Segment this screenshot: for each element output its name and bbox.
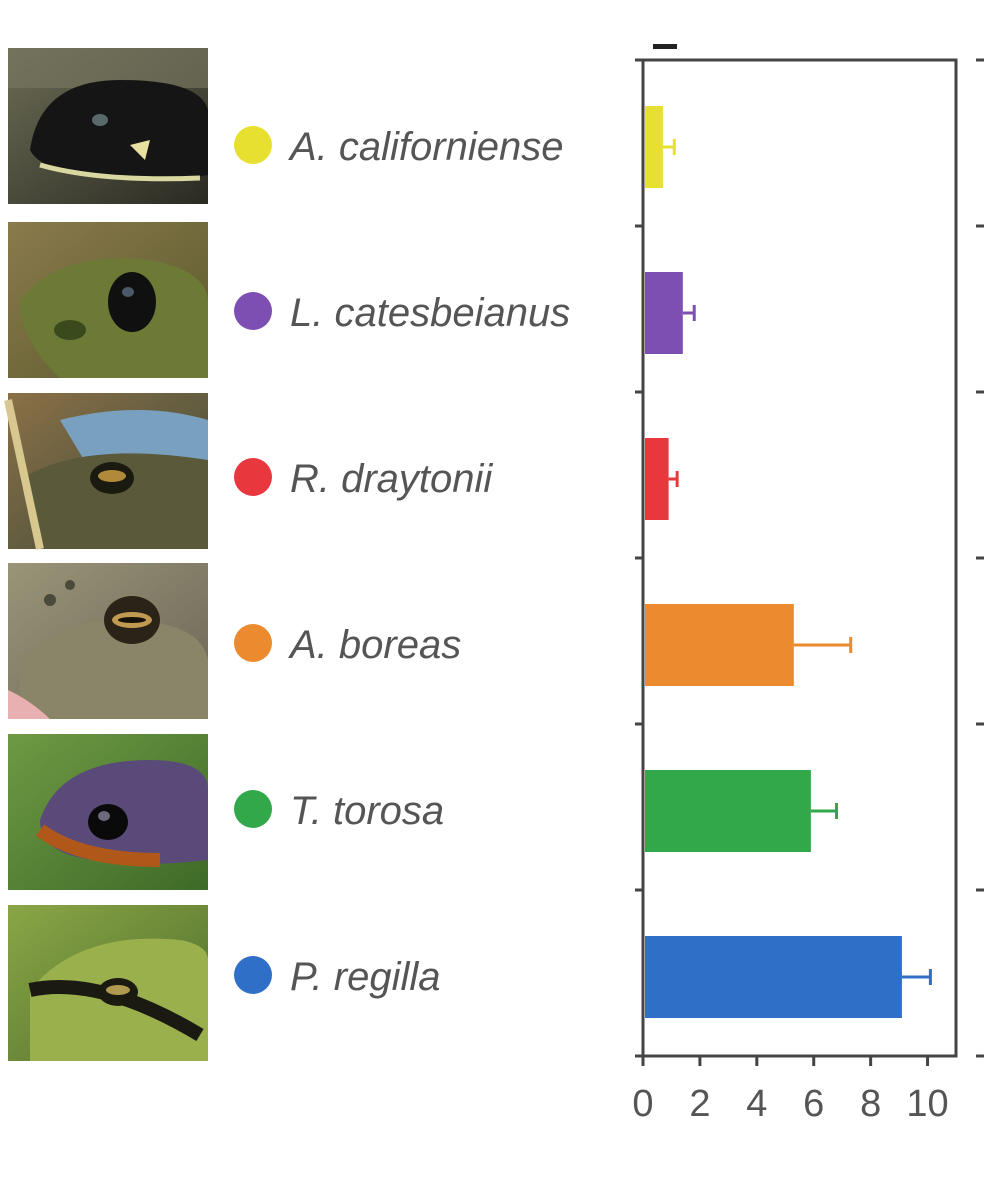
x-tick-label: 2 [689,1083,710,1125]
species-label: P. regilla [290,955,440,999]
bars [645,106,932,1018]
x-tick-label: 10 [906,1083,948,1125]
legend-dot [234,956,272,994]
plot-frame [641,58,958,1058]
y-axis-ticks [635,58,643,1058]
salamander-photo [8,48,208,204]
species-label: T. torosa [290,789,444,833]
bar [645,106,663,188]
bullfrog-photo [8,222,208,378]
bar [645,272,683,354]
toad-photo [8,563,208,719]
legend-dot [234,624,272,662]
bar [645,936,902,1018]
species-thumbnails [4,48,208,1061]
legend-dot [234,458,272,496]
legend-dot [234,790,272,828]
x-tick-label: 6 [803,1083,824,1125]
bar [645,438,669,520]
legend-dot [234,126,272,164]
newt-photo [8,734,208,890]
top-tick-mark [653,44,677,49]
bar [645,770,811,852]
species-label: R. draytonii [290,457,493,501]
species-label: A. boreas [288,623,461,667]
species-label: A. californiense [288,125,563,169]
species-label: L. catesbeianus [290,291,570,335]
x-tick-label: 4 [746,1083,767,1125]
bar [645,604,794,686]
species-labels: A. californiense L. catesbeianus R. drayto… [234,125,570,999]
x-tick-label: 0 [632,1083,653,1125]
legend-dot [234,292,272,330]
x-tick-label: 8 [860,1083,881,1125]
treefrog-photo [8,905,208,1061]
adjacent-panel-ticks [976,58,984,1058]
red-legged-frog-photo [4,393,208,550]
x-axis: 0 2 4 6 8 10 [632,1056,949,1125]
